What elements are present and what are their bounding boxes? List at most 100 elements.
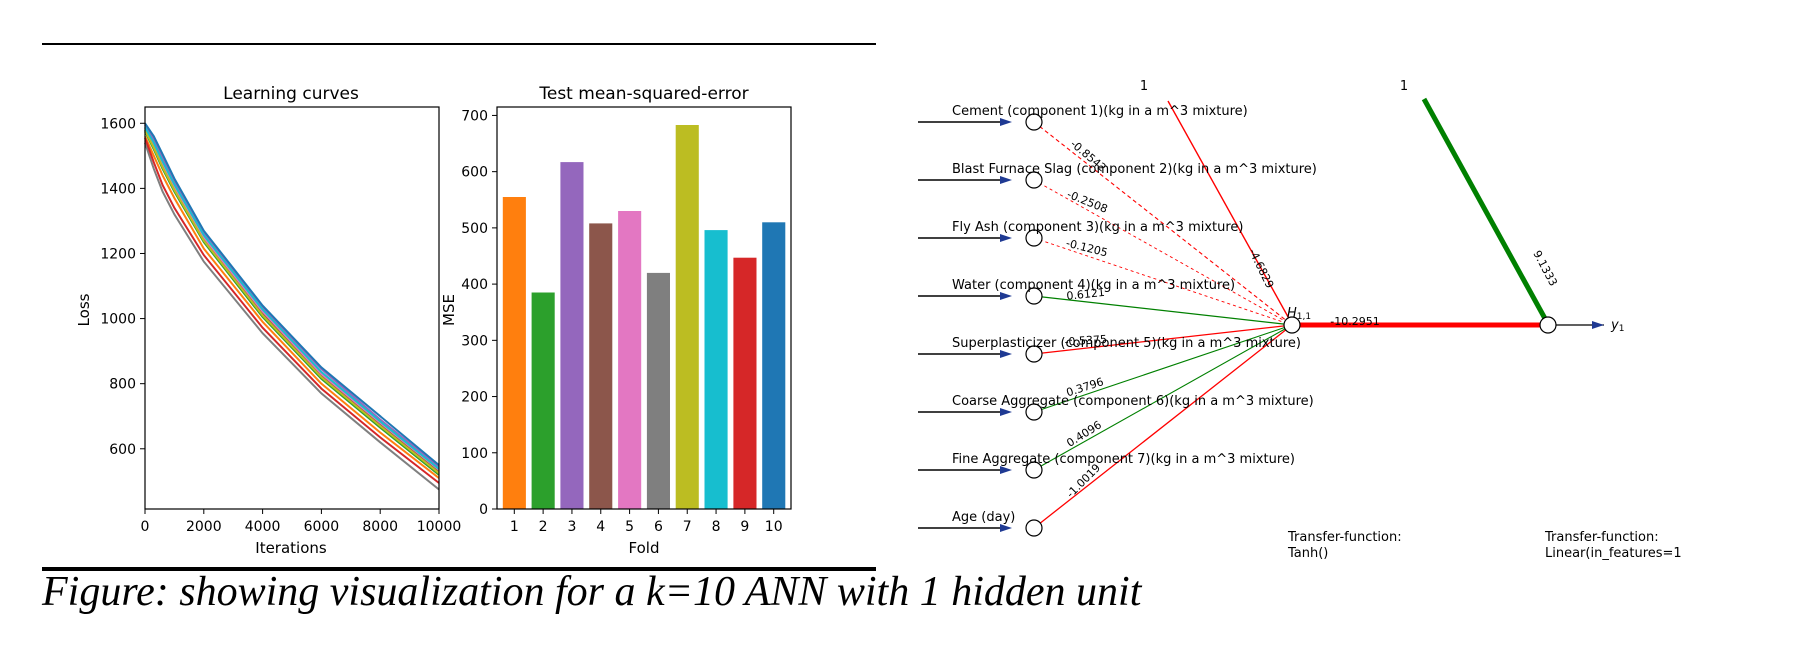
input-label-4: Water (component 4)(kg in a m^3 mixture): [952, 278, 1235, 293]
output-transfer-value: Linear(in_features=1: [1545, 546, 1682, 561]
mse-xtick-label: 9: [740, 519, 749, 535]
input-arrow-head: [1000, 292, 1012, 300]
input-arrow-head: [1000, 524, 1012, 532]
input-connection-4: [1033, 295, 1293, 326]
network-diagram: Cement (component 1)(kg in a m^3 mixture…: [918, 79, 1682, 561]
output-bias-label: 1: [1400, 79, 1408, 94]
learning-curves-xlabel: Iterations: [255, 539, 327, 557]
mse-bar-fold-5: [618, 211, 642, 509]
input-connection-7: [1033, 324, 1293, 471]
learning-curves-chart: Learning curves Iterations Loss 0 2000 400…: [75, 84, 461, 557]
input-arrow-head: [1000, 350, 1012, 358]
learning-curve-line-8: [144, 126, 440, 470]
input-label-5: Superplasticizer (component 5)(kg in a m…: [952, 336, 1301, 351]
bottom-rule: [42, 567, 876, 571]
mse-xtick-label: 4: [596, 519, 605, 535]
mse-bar-fold-9: [733, 257, 757, 509]
mse-chart-title: Test mean-squared-error: [538, 84, 748, 104]
mse-xtick-label: 1: [510, 519, 519, 535]
mse-ytick-label: 400: [461, 277, 488, 293]
learning-curves-axes-frame: [144, 106, 440, 510]
learning-curves-xtick-label: 4000: [245, 519, 281, 535]
output-transfer-title: Transfer-function:: [1544, 530, 1659, 545]
input-arrow-head: [1000, 466, 1012, 474]
input-arrow-head: [1000, 118, 1012, 126]
learning-curve-line-10: [144, 122, 440, 466]
mse-bar-fold-1: [502, 197, 526, 509]
mse-bar-chart: Test mean-squared-error Fold MSE 1 2 3 4 5 6 7…: [440, 84, 792, 557]
learning-curves-ytick-label: 1200: [100, 246, 136, 262]
mse-bar-fold-10: [762, 222, 786, 510]
input-connection-2: [1033, 179, 1293, 326]
learning-curves-ytick-label: 1600: [100, 116, 136, 132]
learning-curve-line-1: [144, 135, 440, 479]
mse-xtick-label: 6: [654, 519, 663, 535]
output-bias-connection: [1421, 97, 1551, 326]
learning-curves-xtick-label: 8000: [362, 519, 398, 535]
output-bias-weight: 9.1333: [1530, 248, 1560, 288]
output-node: [1539, 316, 1557, 334]
mse-xtick-label: 8: [712, 519, 721, 535]
input-node-8: [1025, 519, 1043, 537]
input-connection-8: [1033, 324, 1293, 529]
input-node-6: [1025, 403, 1043, 421]
input-label-3: Fly Ash (component 3)(kg in a m^3 mixtur…: [952, 220, 1244, 235]
figure-canvas: Learning curves Iterations Loss 0 2000 400…: [75, 79, 1682, 561]
top-rule: [42, 43, 876, 45]
input-connection-1: [1033, 121, 1293, 326]
input-weight-4: 0.6121: [1066, 286, 1106, 303]
input-arrow-head: [1000, 408, 1012, 416]
mse-xtick-label: 7: [683, 519, 692, 535]
learning-curves-ytick-label: 800: [109, 377, 136, 393]
input-connection-5: [1033, 324, 1293, 355]
input-connection-6: [1033, 324, 1293, 413]
mse-bar-fold-6: [646, 272, 670, 509]
mse-bar-fold-2: [531, 292, 555, 509]
mse-ytick-label: 700: [461, 108, 488, 124]
learning-curve-line-6: [144, 142, 440, 491]
mse-ytick-label: 100: [461, 446, 488, 462]
learning-curve-line-2: [144, 130, 440, 476]
learning-curve-line-9: [144, 137, 440, 484]
mse-xtick-label: 10: [765, 519, 783, 535]
input-node-2: [1025, 171, 1043, 189]
output-node-label: y1: [1610, 318, 1624, 334]
learning-curves-xtick-label: 10000: [417, 519, 462, 535]
learning-curves-xtick-label: 0: [141, 519, 150, 535]
mse-chart-ylabel: MSE: [440, 294, 458, 326]
learning-curves-xtick-label: 2000: [186, 519, 222, 535]
input-label-1: Cement (component 1)(kg in a m^3 mixture…: [952, 104, 1248, 119]
learning-curve-line-3: [144, 124, 440, 468]
hidden-bias-weight: -4.6829: [1246, 247, 1276, 291]
learning-curves-ytick-label: 1400: [100, 181, 136, 197]
input-label-8: Age (day): [952, 510, 1015, 525]
input-node-3: [1025, 229, 1043, 247]
learning-curves-ylabel: Loss: [75, 293, 93, 326]
mse-xtick-label: 2: [539, 519, 548, 535]
input-label-7: Fine Aggregate (component 7)(kg in a m^3…: [952, 452, 1295, 467]
learning-curves-ytick-label: 1000: [100, 312, 136, 328]
input-weight-8: -1.0019: [1064, 461, 1103, 500]
mse-ytick-label: 200: [461, 390, 488, 406]
figure-caption: Figure: showing visualization for a k=10…: [42, 569, 1142, 615]
input-arrow-head: [1000, 176, 1012, 184]
mse-bar-fold-3: [560, 162, 584, 509]
learning-curve-line-4: [144, 129, 440, 473]
mse-bar-fold-7: [675, 125, 699, 509]
mse-bar-fold-8: [704, 230, 728, 509]
hidden-node: [1283, 316, 1301, 334]
hidden-bias-connection: [1167, 100, 1293, 325]
input-label-6: Coarse Aggregate (component 6)(kg in a m…: [952, 394, 1314, 409]
mse-xtick-label: 3: [567, 519, 576, 535]
output-arrow-head: [1592, 321, 1604, 329]
learning-curves-title: Learning curves: [223, 84, 359, 104]
mse-bar-fold-4: [589, 223, 613, 509]
learning-curves-ytick-label: 600: [109, 442, 136, 458]
hidden-transfer-value: Tanh(): [1287, 546, 1328, 561]
mse-chart-axes-frame: [496, 106, 792, 510]
input-label-2: Blast Furnace Slag (component 2)(kg in a…: [952, 162, 1317, 177]
mse-ytick-label: 600: [461, 165, 488, 181]
learning-curve-line-5: [144, 127, 440, 471]
input-weight-2: -0.2508: [1065, 188, 1109, 216]
mse-ytick-label: 500: [461, 221, 488, 237]
